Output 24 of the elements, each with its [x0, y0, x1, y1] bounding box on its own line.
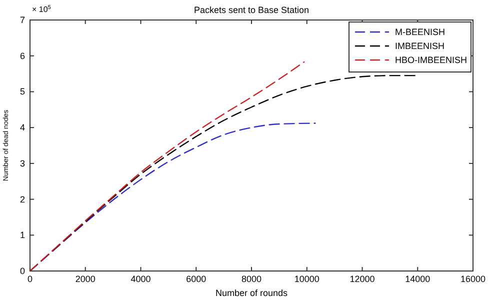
x-tick-label: 6000 [186, 274, 206, 284]
y-tick-label: 6 [20, 50, 25, 61]
y-tick-label: 4 [20, 122, 25, 133]
y-tick-label: 3 [20, 158, 25, 168]
x-tick-label: 12000 [350, 274, 375, 284]
x-tick-label: 2000 [75, 274, 96, 284]
x-tick-label: 16000 [460, 274, 486, 284]
x-tick-label: 14000 [405, 274, 430, 284]
x-axis-title: Number of rounds [215, 288, 288, 298]
text: × 10$^{5}$ [32, 5, 51, 14]
legend-label: M-BEENISH [395, 27, 446, 37]
legend-label: IMBEENISH [395, 41, 445, 51]
x-tick-label: 4000 [130, 274, 151, 284]
legend-label: HBO-IMBEENISH [395, 55, 468, 65]
y-tick-label: 0 [20, 266, 25, 276]
y-tick-label: 1 [20, 230, 25, 240]
y-tick-label: 2 [20, 194, 25, 204]
x-tick-label: 10000 [294, 274, 320, 284]
y-tick-label: 5 [20, 86, 25, 97]
chart-title: Packets sent to Base Station [194, 5, 310, 15]
x-tick-label: 8000 [241, 274, 262, 284]
y-tick-label: 7 [20, 15, 25, 25]
line-series [30, 61, 305, 271]
x-tick-label: 0 [27, 274, 33, 284]
